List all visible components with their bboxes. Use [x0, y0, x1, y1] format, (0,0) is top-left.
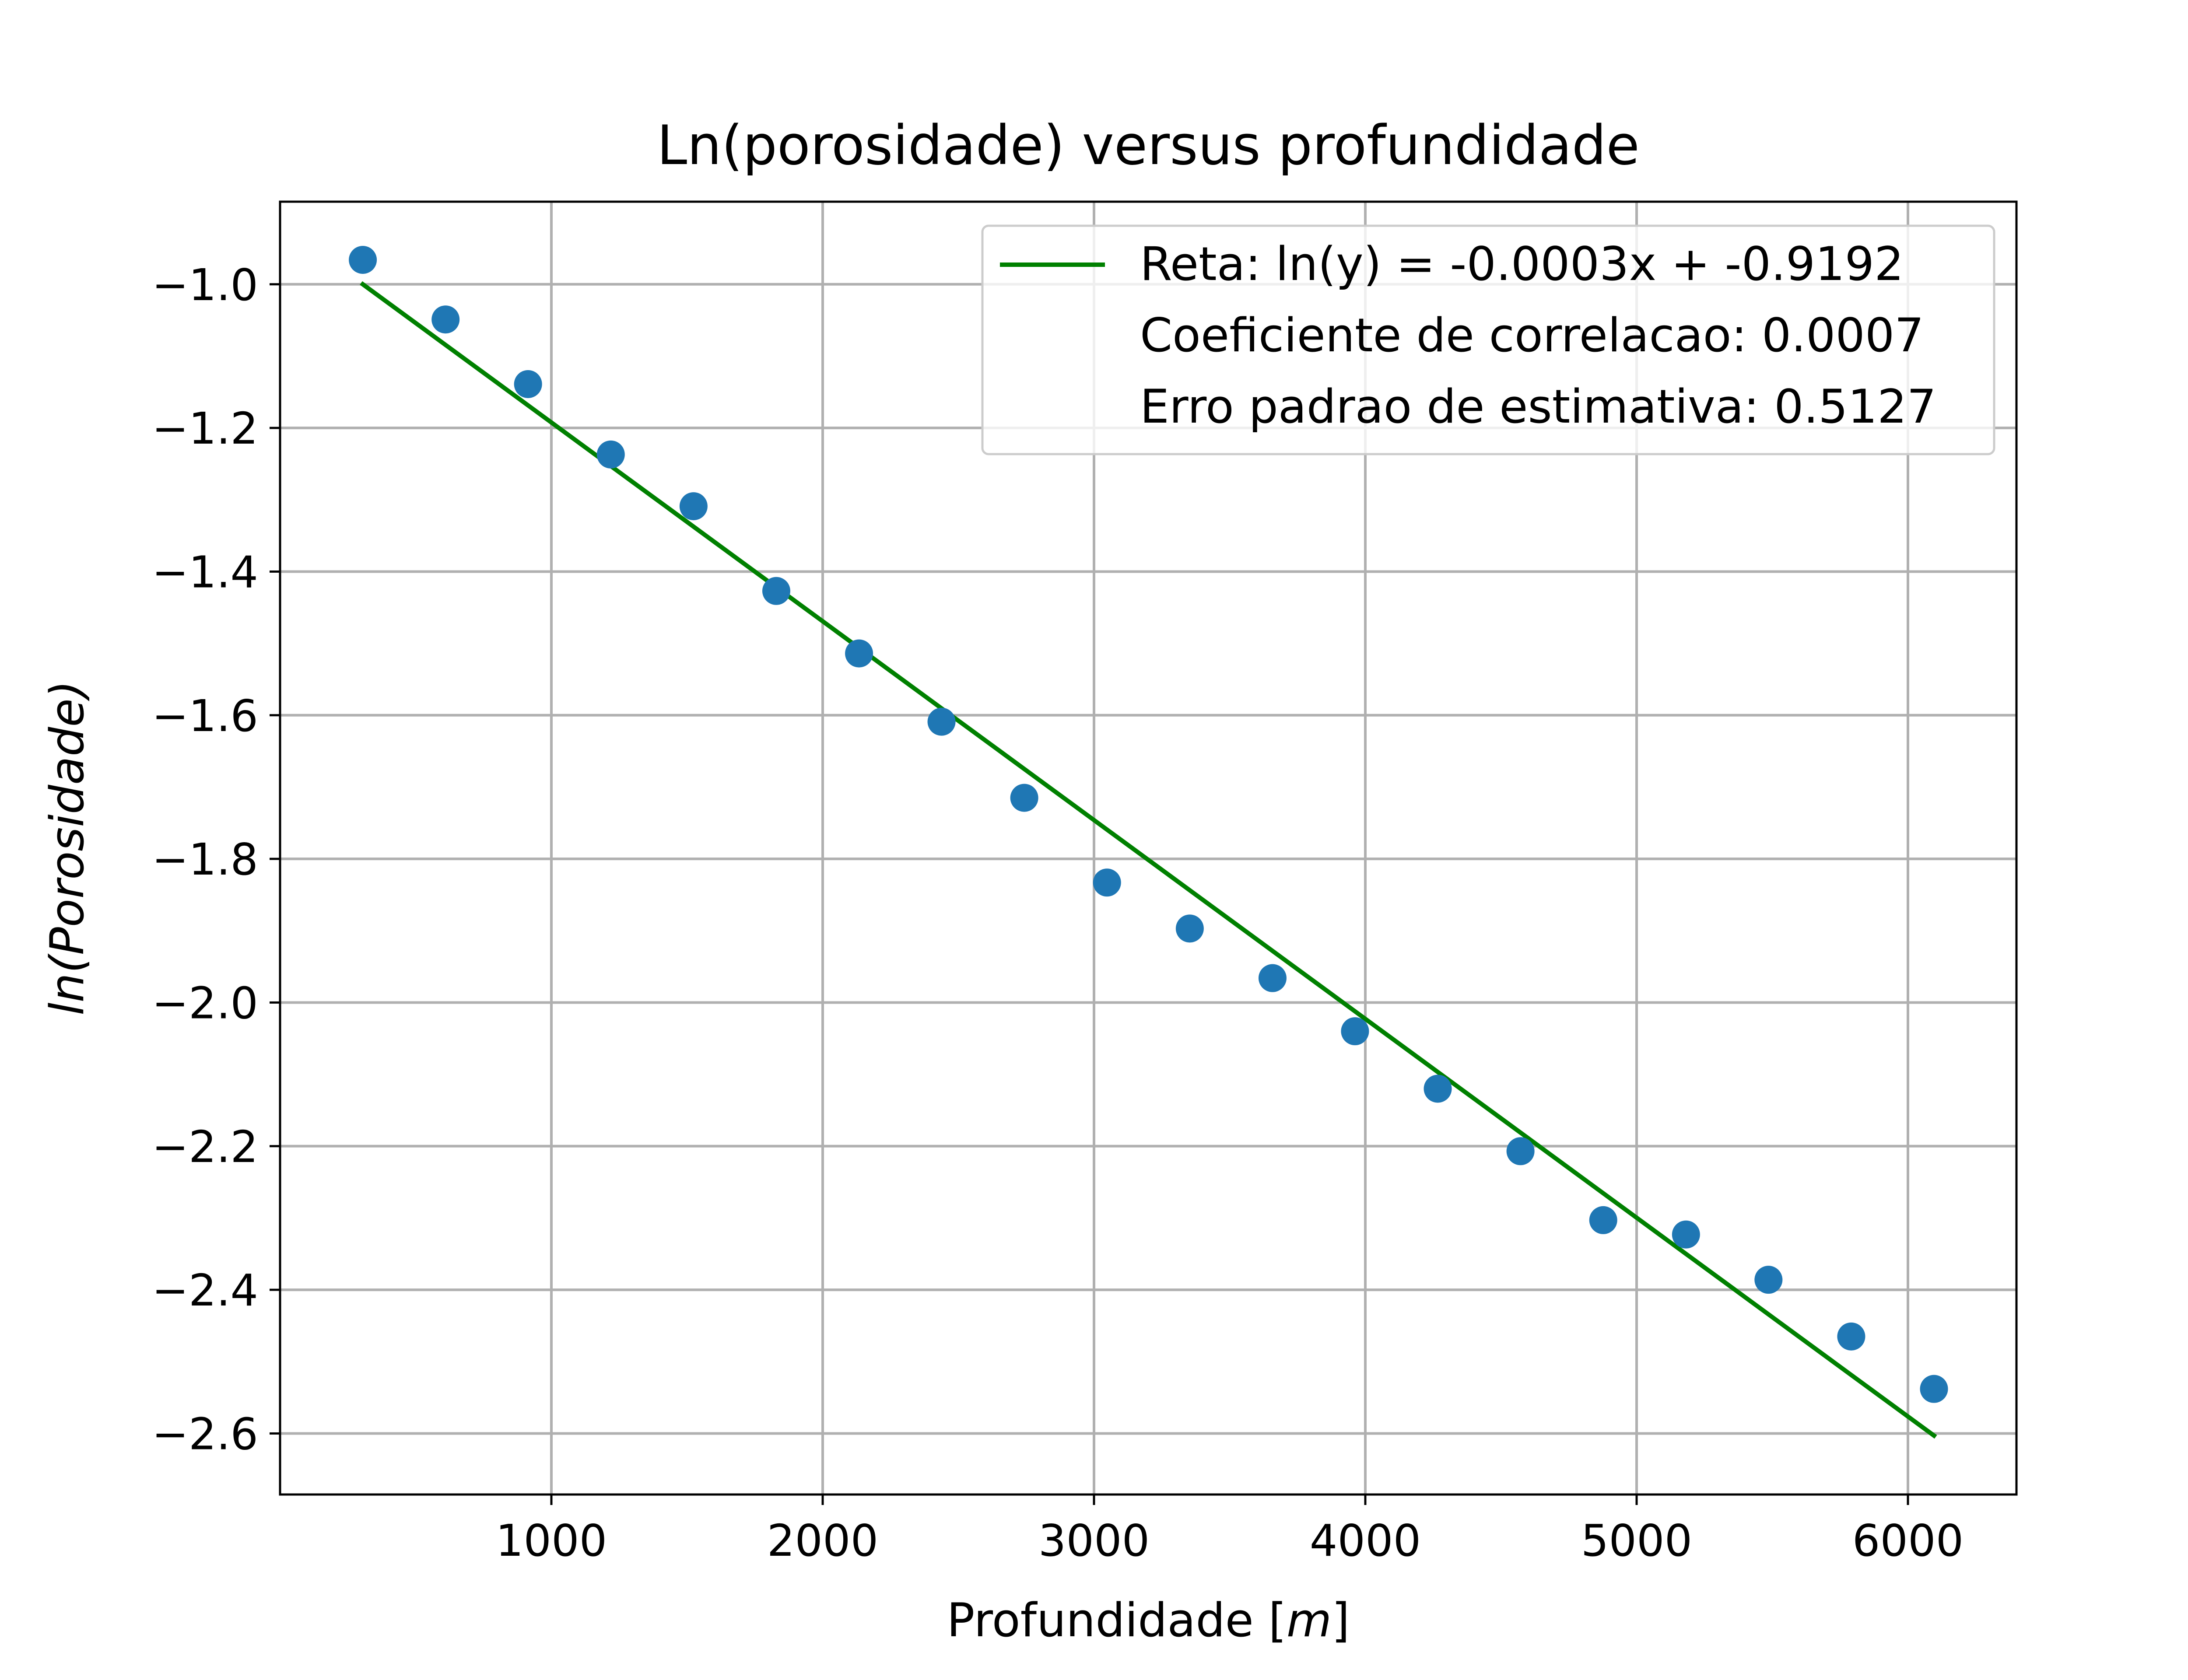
legend-entry-fit: Reta: ln(y) = -0.0003x + -0.9192	[1140, 237, 1904, 291]
x-axis-label: Profundidade [m]	[947, 1593, 1350, 1647]
x-tick-label: 5000	[1581, 1515, 1693, 1566]
plot-frame	[279, 200, 2018, 1496]
y-tick-label: −1.8	[152, 834, 258, 885]
chart-title: Ln(porosidade) versus profundidade	[657, 114, 1640, 177]
x-tick-label: 6000	[1852, 1515, 1964, 1566]
legend-entry-correlation: Coeficiente de correlacao: 0.0007	[1140, 308, 1924, 362]
scatter-series	[349, 245, 1948, 1403]
y-tick-label: −1.0	[152, 259, 258, 311]
scatter-point	[1589, 1206, 1617, 1234]
scatter-point	[431, 305, 460, 334]
fit-line	[360, 281, 1937, 1439]
y-tick-label: −1.6	[152, 690, 258, 742]
x-axis: 1000 2000 3000 4000 5000 6000	[496, 1494, 1964, 1566]
y-tick-label: −2.0	[152, 977, 258, 1029]
scatter-point	[1093, 868, 1121, 897]
scatter-point	[596, 440, 625, 469]
x-axis-label-close: ]	[1332, 1593, 1350, 1647]
legend: Reta: ln(y) = -0.0003x + -0.9192 Coefici…	[981, 224, 1995, 455]
scatter-point	[1175, 914, 1204, 943]
scatter-point	[349, 245, 377, 274]
y-tick-label: −2.6	[152, 1408, 258, 1460]
x-axis-label-unit: m	[1287, 1593, 1332, 1647]
y-tick-label: −2.2	[152, 1121, 258, 1172]
y-tick-label: −1.4	[152, 546, 258, 598]
x-tick-label: 4000	[1310, 1515, 1421, 1566]
x-tick-label: 1000	[496, 1515, 607, 1566]
x-tick-label: 3000	[1038, 1515, 1150, 1566]
y-tick-label: −1.2	[152, 403, 258, 454]
fit-line-series	[360, 281, 1937, 1439]
scatter-point	[1258, 964, 1287, 992]
legend-entry-std-error: Erro padrao de estimativa: 0.5127	[1140, 380, 1936, 434]
y-axis-label: ln(Porosidade)	[40, 680, 94, 1015]
scatter-point	[1341, 1017, 1369, 1046]
scatter-point	[1754, 1266, 1783, 1294]
scatter-point	[845, 639, 873, 668]
scatter-point	[1424, 1074, 1452, 1103]
scatter-point	[514, 370, 542, 398]
y-tick-label: −2.4	[152, 1265, 258, 1316]
scatter-point	[1506, 1137, 1535, 1166]
x-tick-label: 2000	[767, 1515, 879, 1566]
scatter-point	[1672, 1220, 1700, 1249]
y-axis: −1.0 −1.2 −1.4 −1.6 −1.8 −2.0 −2.2 −2.4 −2.6	[152, 259, 280, 1460]
scatter-point	[679, 492, 708, 521]
legend-box	[981, 224, 1995, 455]
scatter-point	[1010, 784, 1038, 812]
x-axis-label-text: Profundidade [	[947, 1593, 1287, 1647]
scatter-point	[1837, 1322, 1865, 1351]
scatter-point	[762, 577, 790, 605]
scatter-point	[927, 707, 956, 736]
scatter-point	[1920, 1375, 1948, 1403]
